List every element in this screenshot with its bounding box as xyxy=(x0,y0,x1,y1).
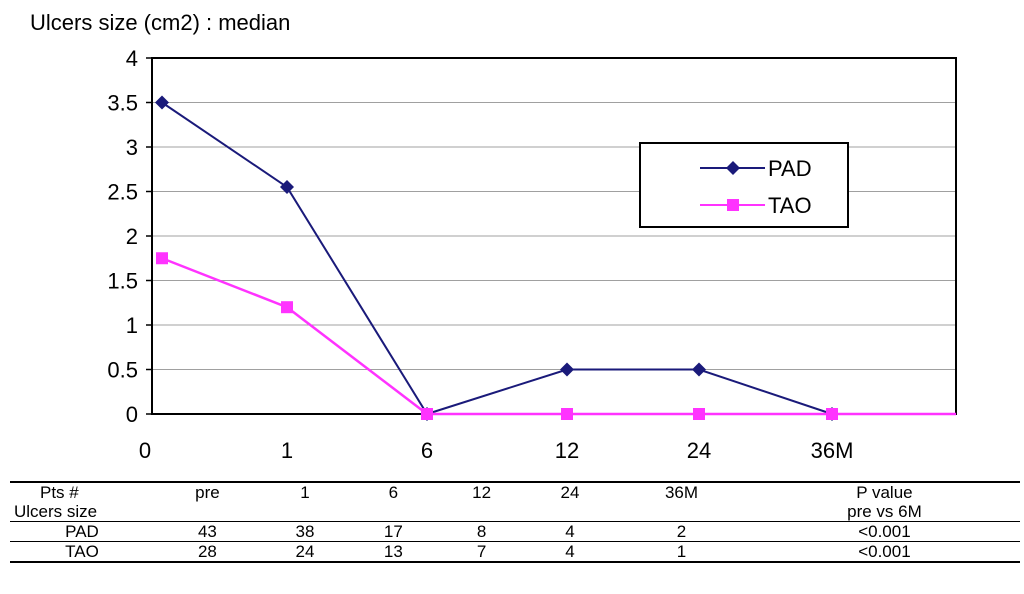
y-tick-label: 0.5 xyxy=(107,358,138,383)
line-chart: Ulcers size (cm2) : median 0 0.5 1 1.5 2 2.5 3… xyxy=(30,10,957,463)
data-point xyxy=(826,408,838,420)
data-point xyxy=(155,95,169,110)
x-tick-label: 12 xyxy=(555,438,579,463)
table-header-cell: 24 xyxy=(525,481,615,502)
table-header-cell: pre xyxy=(154,481,261,502)
table-header-row: Pts # pre 1 6 12 24 36M P value xyxy=(10,481,1020,502)
legend-pad-label: PAD xyxy=(768,156,812,181)
patients-table: Pts # pre 1 6 12 24 36M P value Ulcers s… xyxy=(10,481,1020,563)
y-tick-label: 1 xyxy=(126,313,138,338)
y-tick-label: 3.5 xyxy=(107,91,138,116)
y-tick-label: 0 xyxy=(126,402,138,427)
data-point xyxy=(692,362,706,377)
table-cell: 43 xyxy=(154,521,261,542)
table-header-cell: Ulcers size xyxy=(10,502,154,522)
legend-tao-label: TAO xyxy=(768,193,812,218)
table-cell: 13 xyxy=(349,541,438,563)
legend: PAD TAO xyxy=(639,142,849,228)
table-header-cell: 36M xyxy=(614,481,749,502)
x-tick-label: 6 xyxy=(421,438,433,463)
x-tick-label: 36M xyxy=(811,438,854,463)
y-axis-ticks: 0 0.5 1 1.5 2 2.5 3 3.5 4 xyxy=(107,46,152,427)
table-cell: 7 xyxy=(437,541,526,563)
data-point xyxy=(421,408,433,420)
table-cell: 28 xyxy=(154,541,261,563)
table-header-cell: 1 xyxy=(260,481,350,502)
table-cell: 1 xyxy=(614,541,749,563)
table-cell: 8 xyxy=(437,521,526,542)
table-cell: 4 xyxy=(525,541,615,563)
table-row-label: PAD xyxy=(10,521,154,542)
x-axis-ticks: 0 1 6 12 24 36M xyxy=(139,438,854,463)
table-header-cell: 6 xyxy=(349,481,438,502)
data-point xyxy=(156,252,168,265)
y-tick-label: 4 xyxy=(126,46,138,71)
data-point xyxy=(280,180,294,195)
series-group xyxy=(155,95,956,421)
data-point xyxy=(693,408,705,420)
data-point xyxy=(560,362,574,377)
y-tick-label: 1.5 xyxy=(107,269,138,294)
table-header-row: Ulcers size pre vs 6M xyxy=(10,502,1020,522)
table-cell: 24 xyxy=(260,541,350,563)
table-header-cell: 12 xyxy=(437,481,526,502)
table-row-label: TAO xyxy=(10,541,154,563)
data-point xyxy=(281,301,293,314)
x-tick-label: 24 xyxy=(687,438,711,463)
legend-box xyxy=(639,142,849,228)
legend-tao-marker xyxy=(727,199,739,211)
table-header-cell: P value xyxy=(748,481,1020,502)
legend-pad-marker xyxy=(726,161,740,175)
data-point xyxy=(561,408,573,420)
y-tick-label: 2 xyxy=(126,224,138,249)
series-line-tao xyxy=(161,257,956,416)
table-cell: <0.001 xyxy=(748,541,1020,563)
table-header-cell: pre vs 6M xyxy=(748,502,1020,522)
chart-title: Ulcers size (cm2) : median xyxy=(30,10,290,35)
y-tick-label: 3 xyxy=(126,135,138,160)
x-tick-label: 1 xyxy=(281,438,293,463)
x-tick-label: 0 xyxy=(139,438,151,463)
table-header-cell: Pts # xyxy=(10,481,154,502)
table-cell: 4 xyxy=(525,521,615,542)
table-row: TAO 28 24 13 7 4 1 <0.001 xyxy=(10,541,1020,563)
table-cell: 17 xyxy=(349,521,438,542)
y-tick-label: 2.5 xyxy=(107,180,138,205)
table-row: PAD 43 38 17 8 4 2 <0.001 xyxy=(10,521,1020,542)
series-tao xyxy=(156,252,956,420)
table-cell: 38 xyxy=(260,521,350,542)
series-line-pad xyxy=(161,101,833,416)
table-cell: <0.001 xyxy=(748,521,1020,542)
table-cell: 2 xyxy=(614,521,749,542)
